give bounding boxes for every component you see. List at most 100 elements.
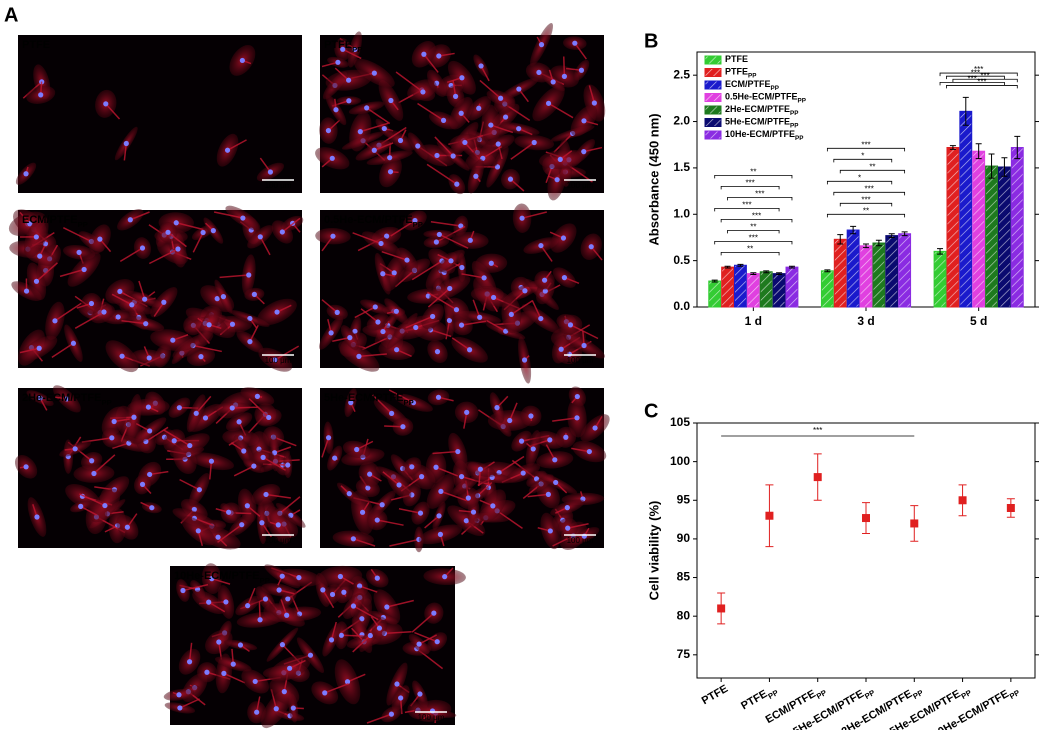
legend-label: 5He-ECM/PTFEPP: [725, 117, 798, 130]
nucleus: [528, 413, 533, 418]
bar: [986, 166, 998, 307]
nucleus: [565, 525, 570, 530]
nucleus: [356, 354, 361, 359]
bar: [998, 167, 1010, 307]
nucleus: [368, 633, 373, 638]
nucleus: [536, 70, 541, 75]
nucleus: [197, 487, 202, 492]
nucleus: [522, 288, 527, 293]
nucleus: [253, 679, 258, 684]
nucleus: [398, 138, 403, 143]
nucleus: [330, 234, 335, 239]
nucleus: [413, 325, 418, 330]
micrograph-label-base: 5He-ECM/PTFE: [324, 392, 403, 404]
nucleus: [509, 312, 514, 317]
nucleus: [516, 126, 521, 131]
nucleus: [263, 596, 268, 601]
y-tick-label: 105: [670, 415, 690, 429]
nucleus: [454, 307, 459, 312]
nucleus: [392, 270, 397, 275]
bar: [821, 271, 833, 307]
bar: [860, 246, 872, 307]
nucleus: [459, 322, 464, 327]
nucleus: [451, 153, 456, 158]
micrograph-label-base: PTFE: [324, 39, 352, 51]
nucleus: [176, 692, 181, 697]
legend-label: 2He-ECM/PTFEPP: [725, 104, 798, 117]
nucleus: [380, 329, 385, 334]
nucleus: [255, 394, 260, 399]
bar: [722, 267, 734, 307]
nucleus: [280, 229, 285, 234]
micrograph-label-base: 0.5He-ECM/PTFE: [324, 214, 413, 226]
nucleus: [226, 510, 231, 515]
nucleus: [387, 155, 392, 160]
nucleus: [367, 472, 372, 477]
nucleus: [245, 603, 250, 608]
nucleus: [194, 411, 199, 416]
legend-swatch: [705, 131, 721, 139]
significance-label: ***: [861, 140, 870, 149]
nucleus: [519, 216, 524, 221]
nucleus: [287, 666, 292, 671]
nucleus: [441, 118, 446, 123]
micrograph-label-sub: PP: [352, 45, 362, 54]
cell-fiber: [341, 635, 363, 636]
y-tick-label: 1.0: [673, 206, 690, 220]
nucleus: [109, 435, 114, 440]
nucleus: [420, 89, 425, 94]
point: [717, 604, 725, 612]
nucleus: [416, 641, 421, 646]
nucleus: [546, 492, 551, 497]
nucleus: [263, 492, 268, 497]
nucleus: [378, 241, 383, 246]
nucleus: [231, 662, 236, 667]
scale-label: 100 μm: [567, 536, 594, 545]
nucleus: [394, 309, 399, 314]
nucleus: [291, 705, 296, 710]
significance-label: ***: [865, 184, 874, 193]
legend-label-base: 10He-ECM/PTFE: [725, 129, 795, 139]
legend-swatch: [705, 106, 721, 114]
point: [765, 512, 773, 520]
legend-swatch: [705, 94, 721, 102]
nucleus: [372, 148, 377, 153]
nucleus: [172, 438, 177, 443]
nucleus: [551, 79, 556, 84]
nucleus: [116, 314, 121, 319]
nucleus: [435, 349, 440, 354]
nucleus: [587, 449, 592, 454]
nucleus: [187, 659, 192, 664]
nucleus: [252, 292, 257, 297]
nucleus: [447, 286, 452, 291]
nucleus: [175, 246, 180, 251]
nucleus: [467, 347, 472, 352]
nucleus: [254, 710, 259, 715]
nucleus: [216, 639, 221, 644]
nucleus: [78, 504, 83, 509]
bar: [1011, 148, 1023, 307]
nucleus: [459, 474, 464, 479]
nucleus: [489, 261, 494, 266]
nucleus: [238, 642, 243, 647]
bar: [773, 274, 785, 307]
nucleus: [266, 415, 271, 420]
nucleus: [380, 271, 385, 276]
nucleus: [459, 265, 464, 270]
nucleus: [434, 239, 439, 244]
nucleus: [563, 435, 568, 440]
nucleus: [230, 322, 235, 327]
nucleus: [221, 671, 226, 676]
scale-label: 100 μm: [265, 181, 292, 190]
nucleus: [140, 482, 145, 487]
nucleus: [119, 354, 124, 359]
bar: [873, 243, 885, 307]
significance-label: **: [863, 206, 869, 215]
legend-label-base: 2He-ECM/PTFE: [725, 104, 790, 114]
nucleus: [124, 141, 129, 146]
significance-label: **: [869, 162, 875, 171]
nucleus: [102, 503, 107, 508]
nucleus: [409, 464, 414, 469]
